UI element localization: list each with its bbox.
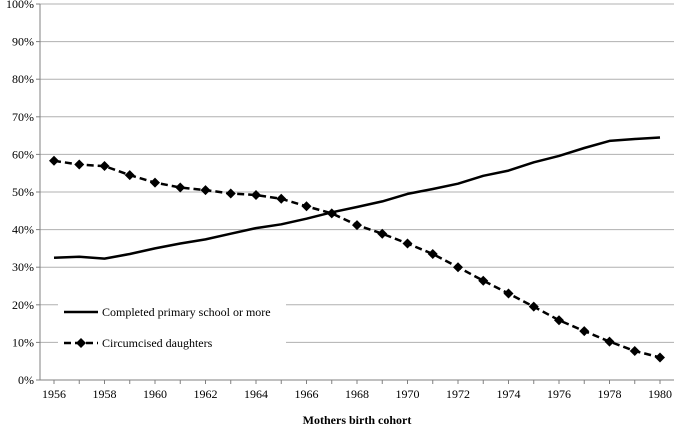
x-tick-label: 1958 — [93, 387, 117, 401]
data-point-marker — [554, 315, 564, 326]
data-point-marker — [629, 346, 640, 357]
x-tick-labels: 1956 1958 1960 1962 1964 1966 1968 1970 1972 1974… — [42, 387, 672, 401]
data-point-marker — [377, 228, 388, 239]
data-point-marker — [301, 201, 312, 212]
y-tick-label: 10% — [12, 335, 34, 349]
data-point-marker — [276, 193, 287, 204]
x-tick-label: 1972 — [446, 387, 470, 401]
x-tick-label: 1960 — [143, 387, 167, 401]
y-tick-label: 60% — [12, 147, 34, 161]
x-tick-label: 1966 — [295, 387, 319, 401]
data-point-marker — [175, 182, 186, 193]
data-point-marker — [124, 170, 135, 181]
legend-background — [58, 294, 286, 360]
y-tick-label: 50% — [12, 185, 34, 199]
data-point-marker — [326, 208, 337, 219]
y-tick-label: 40% — [12, 223, 34, 237]
x-tick-label: 1974 — [497, 387, 521, 401]
data-point-marker — [150, 177, 160, 188]
x-tick-label: 1968 — [345, 387, 369, 401]
x-tick-label: 1962 — [194, 387, 218, 401]
legend: Completed primary school or more Circumc… — [58, 294, 286, 360]
axes — [39, 4, 674, 384]
data-point-marker — [99, 161, 110, 172]
data-point-marker — [427, 249, 438, 260]
x-tick-label: 1976 — [547, 387, 571, 401]
x-tick-label: 1964 — [244, 387, 268, 401]
y-tick-label: 20% — [12, 298, 34, 312]
data-point-marker — [352, 220, 362, 231]
legend-label-circumcised: Circumcised daughters — [102, 336, 213, 350]
legend-marker-circumcised — [76, 338, 86, 348]
data-point-marker — [402, 238, 413, 249]
x-axis-label: Mothers birth cohort — [303, 413, 412, 427]
data-point-marker — [655, 352, 665, 363]
data-point-marker — [604, 336, 615, 347]
data-point-marker — [478, 275, 489, 286]
x-tick-label: 1970 — [396, 387, 420, 401]
data-point-marker — [453, 262, 463, 273]
y-tick-labels: 0% 10% 20% 30% 40% 50% 60% 70% 80% 90% 100% — [6, 0, 34, 387]
series-group — [49, 136, 665, 363]
y-tick-label: 70% — [12, 110, 34, 124]
data-point-marker — [74, 159, 85, 170]
x-tick-label: 1980 — [648, 387, 672, 401]
data-point-marker — [49, 155, 59, 166]
x-tick-label: 1978 — [598, 387, 622, 401]
x-tick-label: 1956 — [42, 387, 66, 401]
data-point-marker — [200, 185, 211, 196]
y-tick-label: 0% — [18, 373, 34, 387]
y-tick-label: 30% — [12, 260, 34, 274]
data-point-marker — [503, 288, 514, 299]
data-point-marker — [528, 301, 539, 312]
y-tick-label: 80% — [12, 72, 34, 86]
y-tick-label: 90% — [12, 35, 34, 49]
legend-label-primary-school: Completed primary school or more — [102, 305, 271, 319]
y-tick-label: 100% — [6, 0, 34, 11]
data-point-marker — [251, 190, 261, 201]
data-point-marker — [579, 326, 590, 337]
series-line-0 — [53, 136, 661, 260]
data-point-marker — [225, 188, 236, 199]
